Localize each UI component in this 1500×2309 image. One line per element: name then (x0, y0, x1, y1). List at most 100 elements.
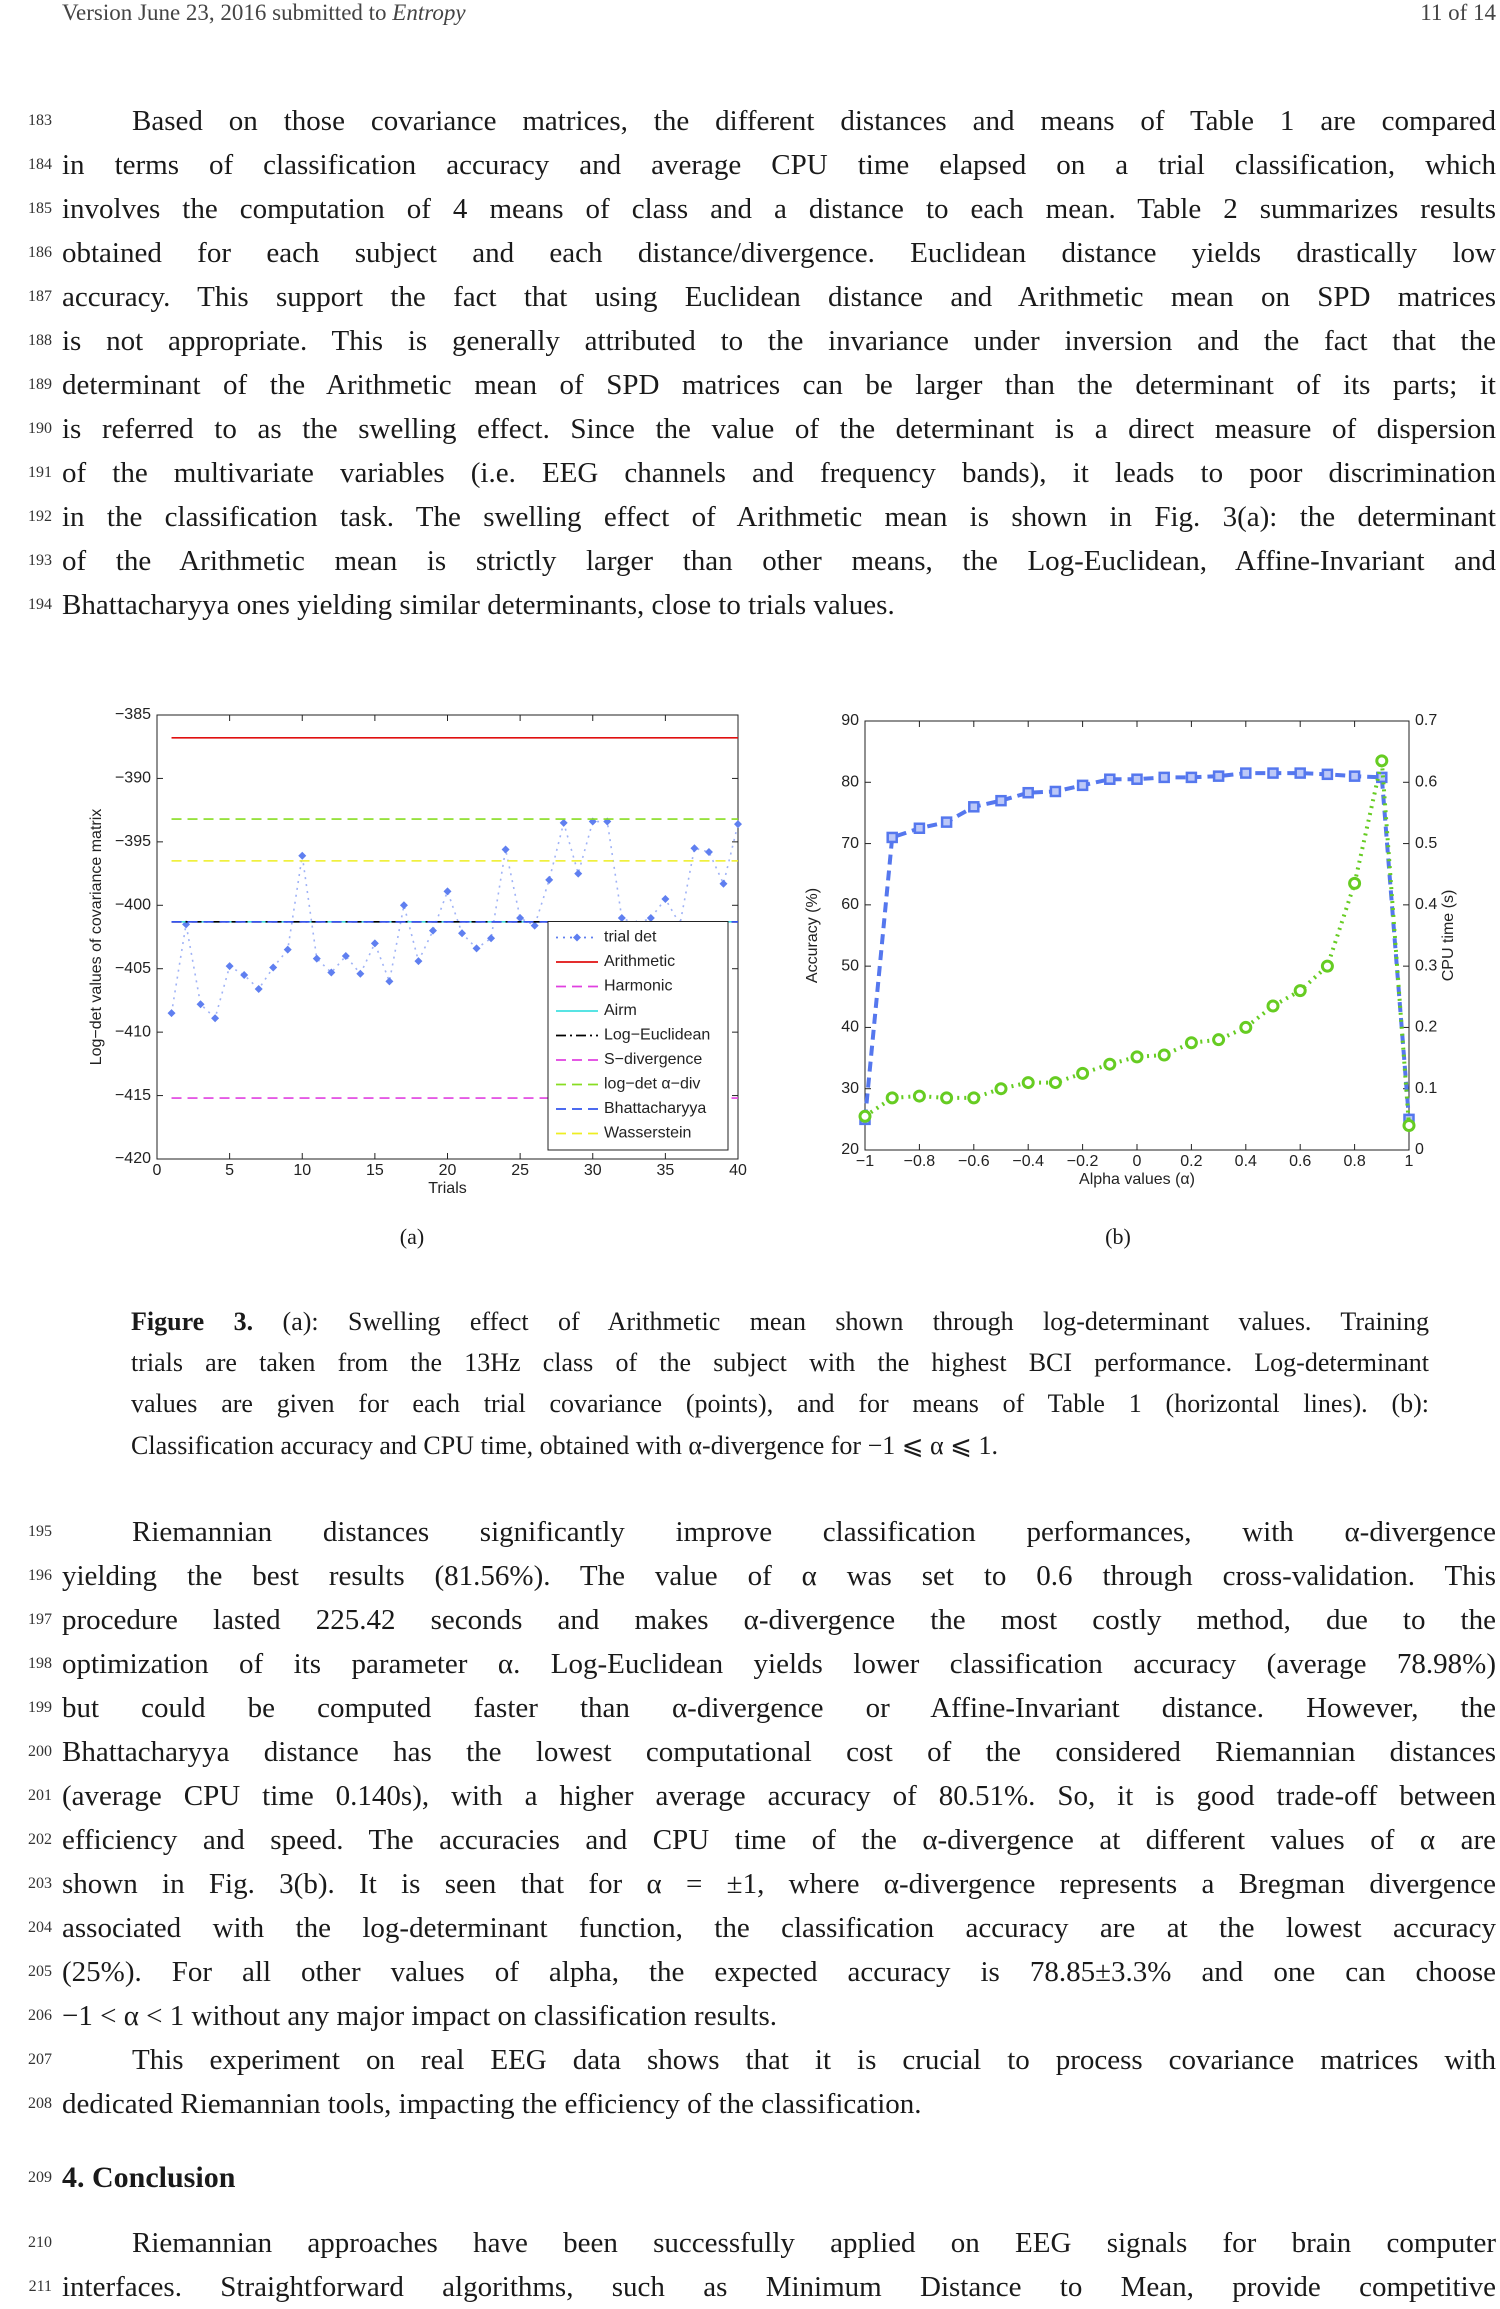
x-tick-label: 0.4 (1235, 1153, 1257, 1170)
point (254, 985, 263, 994)
caption-line: Classification accuracy and CPU time, ob… (131, 1426, 1429, 1466)
journal: Entropy (392, 0, 466, 25)
x-tick-label: 1 (1405, 1153, 1414, 1170)
text-line: is referred to as the swelling effect. S… (62, 413, 1496, 445)
x-tick-label: −0.6 (958, 1153, 990, 1170)
caption-label: Figure 3. (131, 1307, 254, 1336)
point (196, 1000, 205, 1009)
x-tick-label: 0 (153, 1162, 162, 1179)
point (1104, 773, 1116, 785)
line-number: 190 (28, 420, 52, 437)
text-line: of the multivariate variables (i.e. EEG … (62, 457, 1496, 489)
y-tick-label: −395 (115, 833, 151, 850)
legend-label: log−det α−div (604, 1076, 700, 1093)
x-tick-label: −0.2 (1067, 1153, 1099, 1170)
point (516, 913, 525, 922)
x-axis-label: Trials (428, 1180, 467, 1197)
y2-tick-label: 0.6 (1415, 774, 1437, 791)
point (1131, 773, 1143, 785)
point (370, 939, 379, 948)
point (1375, 754, 1389, 768)
y2-tick-label: 0.7 (1415, 712, 1437, 729)
caption-text: (a): Swelling effect of Arithmetic mean … (282, 1307, 1429, 1336)
point (501, 845, 510, 854)
point (661, 894, 670, 903)
text-line: Based on those covariance matrices, the … (132, 105, 1496, 137)
line-number: 208 (28, 2095, 52, 2112)
point (1321, 768, 1334, 781)
point (269, 963, 278, 972)
point (472, 944, 481, 953)
x-tick-label: 35 (656, 1162, 674, 1179)
point (994, 1082, 1008, 1096)
y-tick-label: −405 (115, 960, 151, 977)
point (1239, 1020, 1253, 1034)
point (428, 926, 437, 935)
x-tick-label: 5 (225, 1162, 234, 1179)
point (1212, 1033, 1226, 1047)
point (530, 921, 539, 930)
legend-label: S−divergence (604, 1051, 702, 1068)
point (1130, 1050, 1144, 1064)
plot-frame (864, 720, 1410, 1151)
y2-tick-label: 0.4 (1415, 896, 1437, 913)
x-tick-label: 30 (584, 1162, 602, 1179)
line-number: 205 (28, 1963, 52, 1980)
legend-label: Harmonic (604, 978, 672, 995)
line-number: 183 (28, 112, 52, 129)
text-line: Bhattacharyya distance has the lowest co… (62, 1736, 1496, 1768)
line-number: 207 (28, 2051, 52, 2068)
x-tick-label: −1 (856, 1153, 874, 1170)
caption-line: Figure 3. (a): Swelling effect of Arithm… (131, 1302, 1429, 1342)
line-number: 192 (28, 508, 52, 525)
x-tick-label: 15 (366, 1162, 384, 1179)
point (1076, 779, 1089, 792)
y-axis-label: Accuracy (%) (804, 888, 821, 983)
line-number: 203 (28, 1875, 52, 1892)
point (1185, 771, 1198, 784)
point (885, 1091, 899, 1105)
header-text: Version June 23, 2016 submitted to (62, 0, 387, 25)
y-tick-label: −415 (115, 1087, 151, 1104)
point (719, 879, 728, 888)
legend-marker (573, 933, 581, 942)
y2-tick-label: 0 (1415, 1141, 1424, 1158)
x-tick-label: −0.8 (904, 1153, 936, 1170)
text-line: This experiment on real EEG data shows t… (132, 2044, 1496, 2076)
point (443, 887, 452, 896)
line-number: 204 (28, 1919, 52, 1936)
point (646, 913, 655, 922)
y-tick-label: 70 (841, 835, 859, 852)
point (211, 1014, 220, 1023)
point (487, 934, 496, 943)
line-number: 197 (28, 1611, 52, 1628)
point (1212, 770, 1225, 782)
text-line: efficiency and speed. The accuracies and… (62, 1824, 1496, 1856)
line-number: 199 (28, 1699, 52, 1716)
point (1158, 771, 1170, 784)
y2-tick-label: 0.3 (1415, 957, 1437, 974)
point (940, 816, 953, 828)
text-line: optimization of its parameter α. Log-Euc… (62, 1648, 1496, 1680)
x-tick-label: 40 (729, 1162, 747, 1179)
y-tick-label: 40 (841, 1019, 859, 1036)
point (298, 851, 307, 860)
line-number: 186 (28, 244, 52, 261)
point (1022, 786, 1034, 799)
subfigure-label: (b) (1105, 1224, 1131, 1249)
point (399, 901, 408, 910)
y2-tick-label: 0.2 (1415, 1019, 1437, 1036)
point (225, 962, 234, 971)
y-tick-label: −385 (115, 706, 151, 723)
caption-line: values are given for each trial covarian… (131, 1384, 1429, 1424)
text-line: involves the computation of 4 means of c… (62, 193, 1496, 225)
text-line: associated with the log-determinant func… (62, 1912, 1496, 1944)
x-tick-label: 10 (293, 1162, 311, 1179)
point (1294, 767, 1306, 779)
point (690, 844, 699, 853)
y2-tick-label: 0.1 (1415, 1080, 1437, 1097)
x-tick-label: 0.2 (1180, 1153, 1202, 1170)
y-tick-label: 60 (841, 896, 859, 913)
line-number: 196 (28, 1567, 52, 1584)
line-number: 184 (28, 156, 52, 173)
